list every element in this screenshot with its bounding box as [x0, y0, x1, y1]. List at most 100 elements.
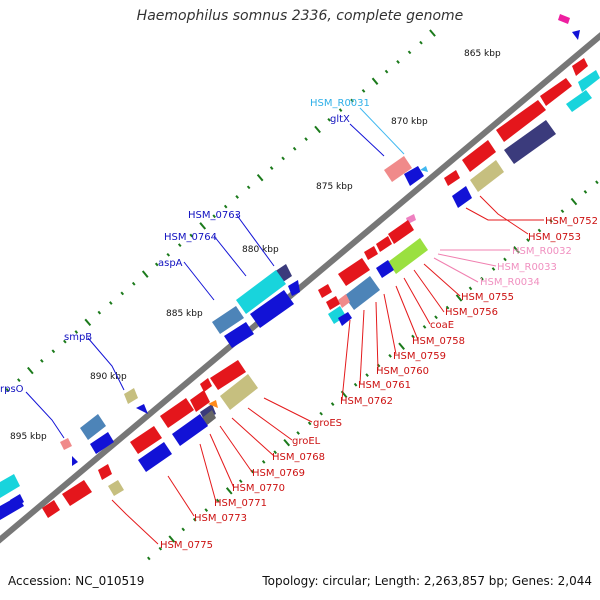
gene-red-k [326, 296, 340, 310]
leader-hsm0764 [213, 235, 247, 277]
major-tick [199, 222, 207, 230]
leader-hsm0752 [465, 207, 544, 221]
label-hsm-r0034: HSM_R0034 [480, 277, 540, 288]
gene-labels: HSM_0752 HSM_0753 HSM_R0032 HSM_R0033 HS… [0, 98, 598, 551]
gene-red-f [388, 220, 414, 244]
gene-gray-a [202, 410, 216, 426]
tick-label-865: 865 kbp [464, 49, 501, 59]
minor-tick [147, 556, 151, 561]
major-tick [314, 125, 321, 134]
tick-label-880: 880 kbp [242, 245, 279, 255]
gene-red-d [462, 140, 496, 172]
major-tick [513, 246, 520, 254]
minor-tick [468, 286, 473, 291]
leader-lines [25, 107, 544, 545]
gene-blue-gltx [404, 166, 424, 186]
minor-tick [319, 411, 323, 416]
major-tick [455, 294, 463, 302]
major-tick [570, 197, 578, 206]
major-tick [27, 366, 34, 375]
label-groes: groES [313, 418, 342, 429]
minor-tick [292, 146, 297, 151]
gene-blue-h [172, 414, 208, 446]
minor-tick [189, 233, 193, 238]
leader-smpb [87, 337, 125, 391]
minor-tick [396, 60, 400, 64]
gene-khaki-c [220, 374, 258, 410]
leader-hsm0758 [395, 285, 419, 341]
major-tick [283, 438, 291, 447]
major-tick [84, 318, 92, 327]
gene-cyan-d [236, 270, 286, 314]
leader-hsm0768 [231, 417, 275, 457]
minor-tick [419, 40, 423, 45]
minor-tick [212, 214, 216, 219]
label-hsm0753: HSM_0753 [528, 232, 581, 243]
gene-red-s [42, 500, 60, 518]
minor-tick [5, 387, 10, 392]
major-tick [429, 29, 436, 37]
minor-tick [281, 156, 285, 161]
label-hsm0764: HSM_0764 [164, 232, 217, 243]
gene-orange [208, 400, 218, 408]
gene-glyphs [0, 14, 600, 520]
minor-tick [223, 204, 228, 209]
gene-lime-a [388, 238, 428, 274]
minor-tick [595, 180, 599, 185]
minor-tick [304, 137, 308, 141]
genome-backbone [0, 32, 600, 544]
label-hsm-r0032: HSM_R0032 [512, 246, 572, 257]
major-tick [256, 173, 264, 182]
minor-tick [154, 262, 159, 267]
minor-tick [365, 373, 369, 377]
label-gltx: gltX [330, 114, 350, 125]
minor-tick [526, 238, 530, 242]
leader-coae [403, 277, 431, 325]
gene-red-m [200, 378, 212, 392]
label-groel: groEL [292, 436, 321, 447]
gene-red-b [540, 78, 572, 106]
label-hsm0758: HSM_0758 [412, 336, 465, 347]
major-tick [225, 487, 233, 495]
gene-steel-c [80, 414, 106, 440]
label-hsm0752: HSM_0752 [545, 216, 598, 227]
leader-hsm0771 [199, 443, 217, 503]
label-hsm0771: HSM_0771 [214, 498, 267, 509]
leader-aspa [183, 261, 215, 301]
gene-cyan-b [566, 90, 592, 112]
gene-khaki-b [124, 388, 138, 404]
tick-labels: 865 kbp 870 kbp 875 kbp 880 kbp 885 kbp … [10, 49, 501, 442]
map-title: Haemophilus somnus 2336, complete genome [136, 8, 464, 24]
gene-pink-l [60, 438, 72, 450]
major-tick [141, 270, 149, 278]
accession-text: Accession: NC_010519 [8, 574, 145, 588]
minor-tick [261, 460, 266, 464]
minor-tick [422, 325, 427, 329]
minor-tick [235, 195, 239, 199]
minor-tick [269, 166, 274, 170]
minor-tick [353, 382, 358, 387]
tick-label-875: 875 kbp [316, 182, 353, 192]
label-hsm0761: HSM_0761 [358, 380, 411, 391]
gene-blue-e [250, 290, 294, 328]
gene-red-e [444, 170, 460, 186]
minor-tick [192, 517, 197, 522]
leader-rpso [25, 391, 65, 439]
minor-tick [74, 330, 79, 334]
minor-tick [491, 267, 496, 271]
minor-tick [307, 421, 312, 426]
label-hsm0755: HSM_0755 [461, 292, 514, 303]
leader-hsm0759 [383, 293, 397, 355]
tick-label-870: 870 kbp [391, 117, 428, 127]
gene-cyan-c [328, 306, 346, 324]
label-hsm0768: HSM_0768 [272, 452, 325, 463]
leader-groel [247, 407, 293, 441]
label-hsm0769: HSM_0769 [252, 468, 305, 479]
minor-tick [330, 402, 335, 406]
minor-tick [97, 310, 102, 315]
minor-tick [338, 108, 343, 113]
minor-tick [537, 228, 542, 233]
minor-tick [204, 508, 209, 512]
gene-pink-gltx [384, 156, 412, 182]
label-smpb: smpB [64, 332, 92, 343]
